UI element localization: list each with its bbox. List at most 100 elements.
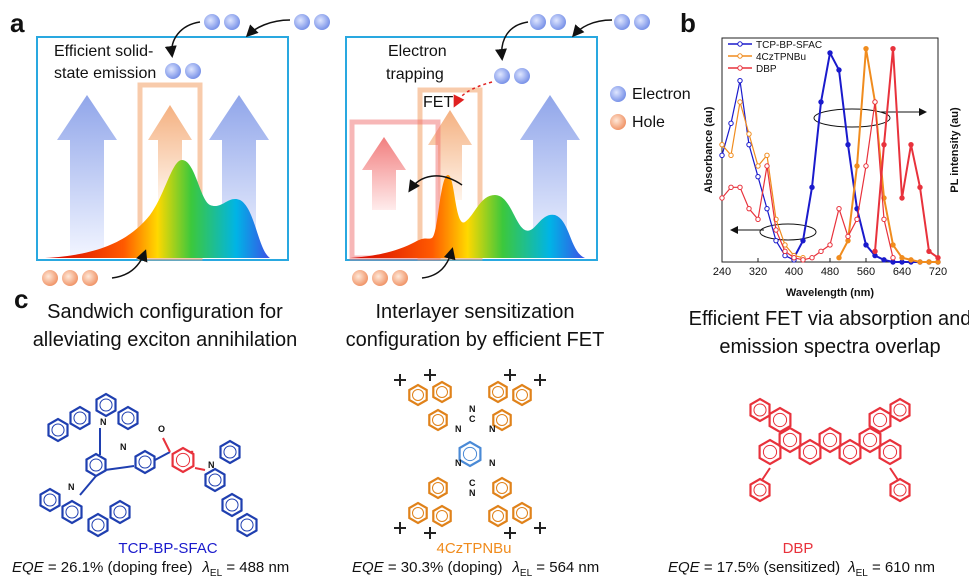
absorbance-point	[720, 153, 724, 157]
pl-point	[927, 260, 931, 264]
absorbance-point	[756, 164, 760, 168]
caption: alleviating exciton annihilation	[33, 329, 298, 351]
ring	[820, 428, 841, 452]
lambda-value: = 564 nm	[532, 559, 599, 576]
absorbance-point	[729, 121, 733, 125]
ring	[63, 501, 82, 523]
pl-point	[810, 185, 814, 189]
pl-point	[873, 253, 877, 257]
ring-inner	[90, 459, 102, 471]
ring-inner	[463, 447, 476, 460]
ring	[770, 408, 791, 432]
x-tick-label: 560	[857, 266, 875, 278]
pl-point	[918, 260, 922, 264]
ring	[71, 407, 90, 429]
ring	[891, 479, 910, 501]
ring-inner	[873, 413, 886, 426]
pl-point	[891, 46, 895, 50]
pl-point	[936, 256, 940, 260]
atom-label: N	[455, 458, 462, 468]
ring	[223, 494, 242, 516]
atom-label: N	[208, 460, 215, 470]
atom-label: C	[469, 478, 476, 488]
ring-inner	[114, 506, 126, 518]
atom-label: N	[489, 458, 496, 468]
ring-inner	[139, 456, 151, 468]
ring	[800, 440, 821, 464]
bond	[762, 468, 770, 480]
pl-point	[900, 256, 904, 260]
annotation: state emission	[54, 65, 156, 82]
ring	[493, 478, 510, 498]
annotation: trapping	[386, 66, 444, 83]
caption: Interlayer sensitization	[376, 301, 575, 323]
panel-label: c	[14, 284, 28, 314]
pl-point	[909, 142, 913, 146]
ring-inner	[517, 390, 528, 401]
eqe-line: EQE = 30.3% (doping)λEL = 564 nm	[352, 559, 599, 577]
ring-inner	[209, 474, 221, 486]
caption: Efficient FET via absorption and	[689, 308, 969, 330]
ring	[840, 440, 861, 464]
pl-point	[864, 243, 868, 247]
molecule-drawings	[41, 369, 910, 539]
pl-point	[837, 68, 841, 72]
ring	[489, 506, 506, 526]
ring	[119, 407, 138, 429]
ring-inner	[803, 445, 816, 458]
ring-inner	[823, 433, 836, 446]
atom-label: N	[120, 442, 127, 452]
ring	[136, 451, 155, 473]
absorbance-curve	[722, 102, 893, 260]
annotation: Efficient solid-	[54, 43, 153, 60]
absorbance-point	[765, 153, 769, 157]
ring-inner	[773, 413, 786, 426]
ring	[513, 385, 530, 405]
ring-inner	[843, 445, 856, 458]
lambda-sub: EL	[520, 568, 533, 577]
atom-label: N	[469, 488, 476, 498]
molecule-name: 4CzTPNBu	[436, 540, 511, 557]
absorbance-point	[828, 243, 832, 247]
panel-label: a	[10, 8, 25, 38]
y2-axis-label: PL intensity (au)	[949, 107, 961, 193]
ring-inner	[92, 519, 104, 531]
legend-marker	[738, 42, 742, 46]
ring-inner	[497, 415, 508, 426]
ring-inner	[413, 390, 424, 401]
eqe-label: EQE	[12, 559, 45, 576]
eqe-line: EQE = 17.5% (sensitized)λEL = 610 nm	[668, 559, 935, 577]
ring-inner	[176, 453, 189, 466]
pl-point	[846, 238, 850, 242]
ring-inner	[66, 506, 78, 518]
panel-label: b	[680, 8, 696, 38]
x-tick-label: 480	[821, 266, 839, 278]
atom-label: C	[469, 414, 476, 424]
absorbance-point	[873, 100, 877, 104]
ring	[433, 506, 450, 526]
ring-inner	[437, 387, 448, 398]
absorbance-point	[756, 174, 760, 178]
pl-point	[864, 46, 868, 50]
annotation: FET	[423, 94, 453, 111]
pl-point	[900, 260, 904, 264]
absorbance-point	[720, 196, 724, 200]
eqe-label: EQE	[668, 559, 701, 576]
pl-point	[846, 142, 850, 146]
ring-inner	[433, 415, 444, 426]
ring	[97, 394, 116, 416]
ring-inner	[754, 484, 766, 496]
ring-inner	[497, 483, 508, 494]
ring	[238, 514, 257, 536]
absorbance-point	[801, 258, 805, 262]
absorbance-point	[738, 78, 742, 82]
molecule-name: DBP	[783, 540, 814, 557]
absorbance-point	[864, 164, 868, 168]
legend-marker	[738, 66, 742, 70]
ring	[409, 503, 426, 523]
ring-inner	[122, 412, 134, 424]
ring	[751, 399, 770, 421]
ring-inner	[433, 483, 444, 494]
x-tick-label: 720	[929, 266, 947, 278]
pl-point	[909, 258, 913, 262]
